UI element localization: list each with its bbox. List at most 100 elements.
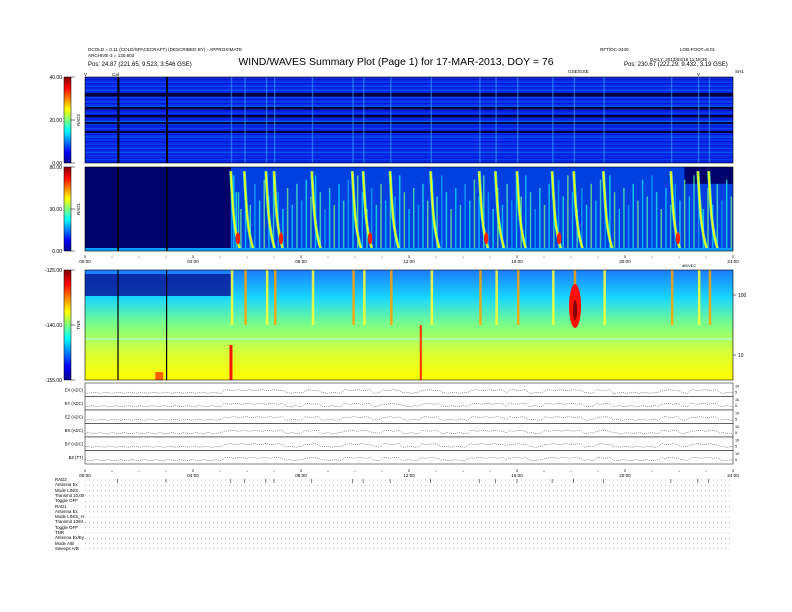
line-panel-frame [84,396,734,411]
gse-label: GSE/GSE [568,69,589,74]
rad1-burst-peak [484,232,489,245]
rad1-streak [595,200,597,251]
rad1-floor [85,248,733,251]
time-axis-top-label: 24:00 [727,259,739,264]
rad1-streak [721,200,723,251]
rad1-streak [543,204,546,251]
rad1-streak [237,192,240,251]
line-panel-label: BZ (TT) [69,455,84,460]
status-label: Antenna Ex [55,508,78,514]
status-label: Transmit 10/Kt [55,519,84,525]
rad1-streak [338,183,340,251]
tnr-burst [311,270,315,325]
rad1-burst-peak [675,232,681,245]
v-label: V [84,72,88,77]
line-panel-tick: 10 [735,425,739,429]
rad2-band [85,104,733,106]
line-panel-tick: 10 [735,439,739,443]
rad1-streak [324,209,326,251]
rad1-streak [249,204,251,251]
rad1-streak [319,192,322,251]
rad1-streak [506,183,508,251]
rad1-streak [282,209,284,251]
rad2-band [85,119,733,121]
rad2-dark-band [85,122,733,124]
rad2-band [85,83,733,84]
tnr-gap [166,270,168,380]
rad2-band [85,141,733,142]
tnr-burst [363,270,366,325]
rad2-tick-label: 20.00 [49,118,62,124]
rad1-streak [590,183,592,251]
rad1-type3-core [265,171,276,250]
line-panel-label: BY (ADC) [65,441,84,446]
tnr-spike [419,325,422,380]
tnr-plasma-line [85,338,733,341]
rad2-band [85,152,733,154]
rad2-band [85,157,733,159]
rad1-streak [370,188,373,251]
rad1-type3-core [389,171,400,250]
rad1-streak [235,192,237,251]
rad1-type3-core [311,171,322,250]
header-right-line3: DAILY: 2013/03/18 11:18:36 [650,57,708,62]
tnr-right-label: 10 [738,353,744,359]
rad2-burst [311,77,314,163]
rad2-band [85,153,733,155]
rad1-gap [117,167,119,251]
rad1-streak [408,209,410,251]
rad1-streak [473,179,476,251]
rad1-streak [548,183,550,251]
rad1-streak [557,179,560,251]
rad1-type3-core [494,171,506,250]
rad2-band [85,88,733,90]
line-panel-label: EY (ADC) [65,401,84,406]
rad2-band [85,148,733,149]
rad2-band [85,150,733,152]
rad2-band [85,138,733,139]
rad1-streak [254,183,256,251]
line-panel-trace [84,402,734,408]
rad1-burst-peak [278,232,284,245]
rad1-streak [384,200,387,251]
rad1-axis-name: RAD1 [76,203,81,216]
rad1-streak [230,175,233,251]
rad1-streak [581,188,583,251]
rad1-streak [398,175,401,251]
line-panel-tick: 10 [735,398,739,402]
rad2-band [85,100,733,101]
line-panel-tick: 5 [735,445,737,449]
rad2-band [85,126,733,128]
rad2-colorbar [63,76,72,164]
rad2-burst [363,77,365,163]
status-label: RAD2 [55,477,67,482]
rad2-tick-label: 40.00 [49,75,62,81]
rad2-band [85,162,733,163]
rad1-streak [688,196,691,251]
line-panel-tick: 5 [735,431,737,435]
rad2-band [85,118,733,120]
rad1-streak [623,188,625,251]
rad1-streak [469,200,471,251]
rad2-dark-band [85,93,733,97]
tnr-axis-name: TNR [76,320,81,330]
rad1-tick-label: 30.00 [49,207,62,213]
rad1-streak [240,209,242,251]
rad1-streak [562,196,564,251]
rad1-streak [291,204,294,251]
line-panel-label: EX (ADC) [65,387,84,392]
status-label: TNR [55,530,65,535]
tnr-gap [117,270,119,380]
rad1-streak [380,183,382,251]
rad2-burst [230,77,233,163]
rad2-band [85,91,733,93]
status-label: RAD1 [55,503,67,509]
tnr-burst [265,270,269,325]
line-panel-frame [84,450,734,465]
rad1-tick-label: 80.00 [49,165,62,171]
rad2-dark-band [85,115,733,118]
rad2-burst [479,77,481,163]
rad1-tick-label: 0.00 [52,249,62,255]
rad2-burst [573,77,576,163]
